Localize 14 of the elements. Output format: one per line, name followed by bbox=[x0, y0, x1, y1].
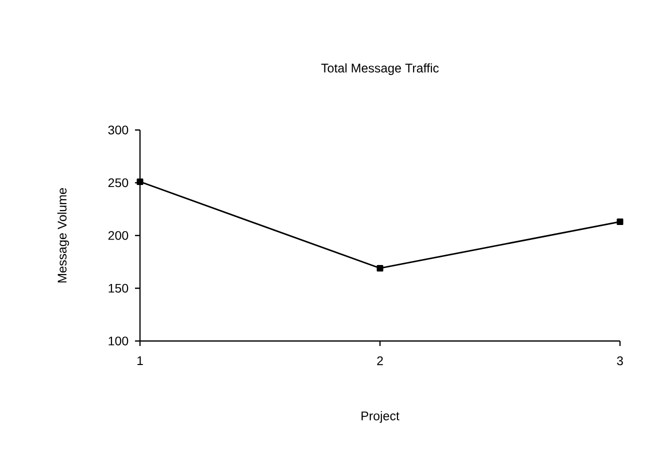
y-tick-label: 250 bbox=[108, 178, 128, 188]
y-axis-title: Message Volume bbox=[57, 188, 70, 282]
x-tick-label: 1 bbox=[137, 356, 143, 365]
x-axis-title: Project bbox=[362, 411, 400, 423]
point bbox=[136, 178, 144, 185]
y-tick-label: 150 bbox=[108, 284, 128, 293]
point bbox=[376, 264, 384, 272]
y-tick-label: 300 bbox=[108, 126, 128, 134]
y-tick-label: 200 bbox=[108, 231, 128, 240]
x-tick-label: 2 bbox=[377, 356, 383, 366]
x-tick-label: 3 bbox=[617, 356, 623, 366]
point bbox=[616, 218, 624, 226]
y-tick-label: 100 bbox=[108, 336, 128, 346]
chart-title: Total Message Traffic bbox=[321, 63, 439, 75]
